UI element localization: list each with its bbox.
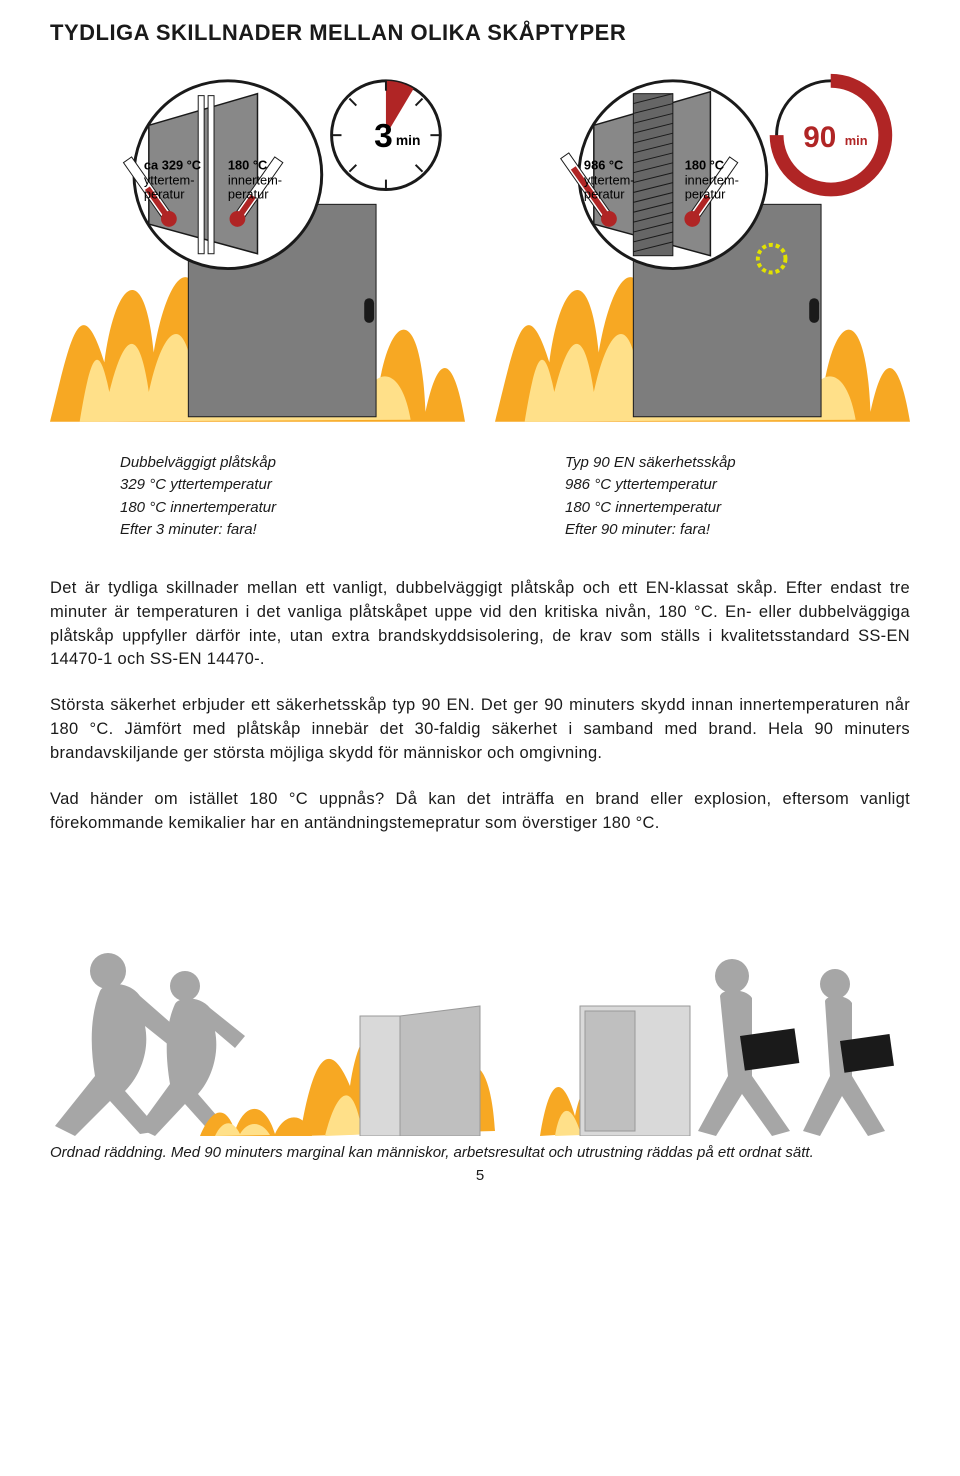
paragraph-2: Största säkerhet erbjuder ett säkerhetss… xyxy=(50,694,910,766)
clock-right: 90 min xyxy=(777,81,886,190)
svg-text:innertem-: innertem- xyxy=(228,173,282,188)
svg-text:3: 3 xyxy=(374,118,393,155)
svg-text:yttertem-: yttertem- xyxy=(584,173,635,188)
comparison-diagrams: ca 329 °C yttertem- peratur 180 °C inner… xyxy=(50,66,910,422)
svg-text:innertem-: innertem- xyxy=(685,173,739,188)
left-svg: ca 329 °C yttertem- peratur 180 °C inner… xyxy=(50,66,465,422)
footer-caption: Ordnad räddning. Med 90 minuters margina… xyxy=(50,1144,910,1161)
caption-right: Typ 90 EN säkerhetsskåp 986 °C yttertemp… xyxy=(495,452,910,542)
svg-text:min: min xyxy=(396,132,421,148)
svg-text:90: 90 xyxy=(803,121,836,154)
left-inner-temp: 180 °C xyxy=(228,158,267,173)
left-outer-temp: ca 329 °C xyxy=(144,158,201,173)
svg-text:peratur: peratur xyxy=(144,186,185,201)
svg-text:min: min xyxy=(845,133,868,148)
svg-text:peratur: peratur xyxy=(685,186,726,201)
page-number: 5 xyxy=(50,1167,910,1184)
right-inner-temp: 180 °C xyxy=(685,158,724,173)
diagram-left: ca 329 °C yttertem- peratur 180 °C inner… xyxy=(50,66,465,422)
caption-row: Dubbelväggigt plåtskåp 329 °C yttertempe… xyxy=(50,452,910,542)
diagram-right: 986 °C yttertem- peratur 180 °C innertem… xyxy=(495,66,910,422)
caption-left: Dubbelväggigt plåtskåp 329 °C yttertempe… xyxy=(50,452,465,542)
right-svg: 986 °C yttertem- peratur 180 °C innertem… xyxy=(495,66,910,422)
clock-left: 3 min xyxy=(332,81,441,190)
svg-text:peratur: peratur xyxy=(584,186,625,201)
bottom-illustration xyxy=(50,876,910,1136)
paragraph-3: Vad händer om istället 180 °C uppnås? Då… xyxy=(50,788,910,836)
svg-text:yttertem-: yttertem- xyxy=(144,173,195,188)
right-outer-temp: 986 °C xyxy=(584,158,623,173)
svg-text:peratur: peratur xyxy=(228,186,269,201)
page-title: TYDLIGA SKILLNADER MELLAN OLIKA SKÅPTYPE… xyxy=(50,20,910,46)
paragraph-1: Det är tydliga skillnader mellan ett van… xyxy=(50,577,910,673)
